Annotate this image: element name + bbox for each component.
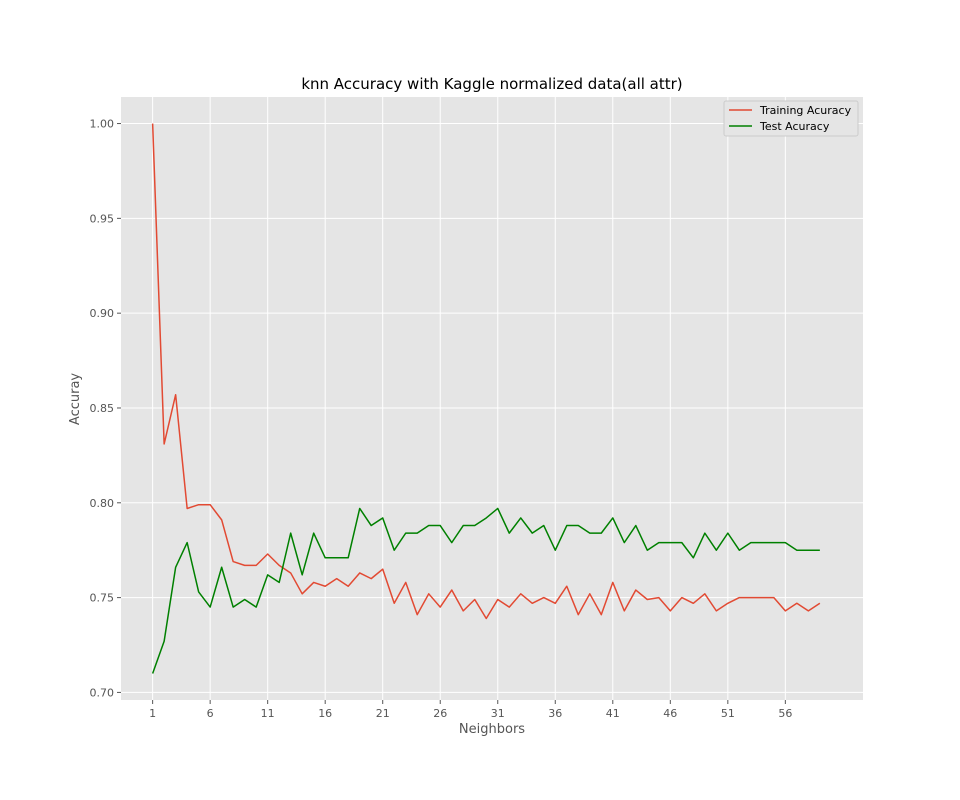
series-lines	[151, 123, 821, 674]
x-tick-label: 21	[376, 707, 390, 720]
legend-label-training: Training Acuracy	[759, 104, 852, 117]
y-tick-label: 0.90	[90, 307, 115, 320]
chart-title: knn Accuracy with Kaggle normalized data…	[301, 75, 682, 93]
y-tick-label: 0.85	[90, 402, 115, 415]
x-tick-label: 56	[778, 707, 792, 720]
x-tick-label: 46	[663, 707, 677, 720]
y-tick-label: 0.70	[90, 686, 115, 699]
x-tick-label: 31	[491, 707, 505, 720]
x-tick-label: 36	[548, 707, 562, 720]
y-tick-label: 0.80	[90, 497, 115, 510]
y-tick-label: 0.75	[90, 592, 115, 605]
ticks: 1 6 11 16 21 26 31 36 41 46 51 560.700.750.800.850.…	[90, 118, 793, 720]
series-line-training	[151, 123, 821, 620]
x-tick-label: 26	[433, 707, 447, 720]
x-tick-label: 6	[207, 707, 214, 720]
series-line-test	[151, 507, 820, 674]
x-tick-label: 16	[318, 707, 332, 720]
x-tick-label: 51	[721, 707, 735, 720]
y-tick-label: 0.95	[90, 212, 115, 225]
y-axis-label: Accuray	[68, 373, 83, 426]
x-axis-label: Neighbors	[459, 722, 525, 737]
legend-box	[723, 100, 859, 137]
legend-label-test: Test Acuracy	[759, 120, 830, 133]
x-tick-label: 11	[261, 707, 275, 720]
x-tick-label: 1	[149, 707, 156, 720]
x-tick-label: 41	[606, 707, 620, 720]
y-tick-label: 1.00	[90, 118, 115, 131]
legend: Training Acuracy Test Acuracy	[723, 100, 859, 137]
